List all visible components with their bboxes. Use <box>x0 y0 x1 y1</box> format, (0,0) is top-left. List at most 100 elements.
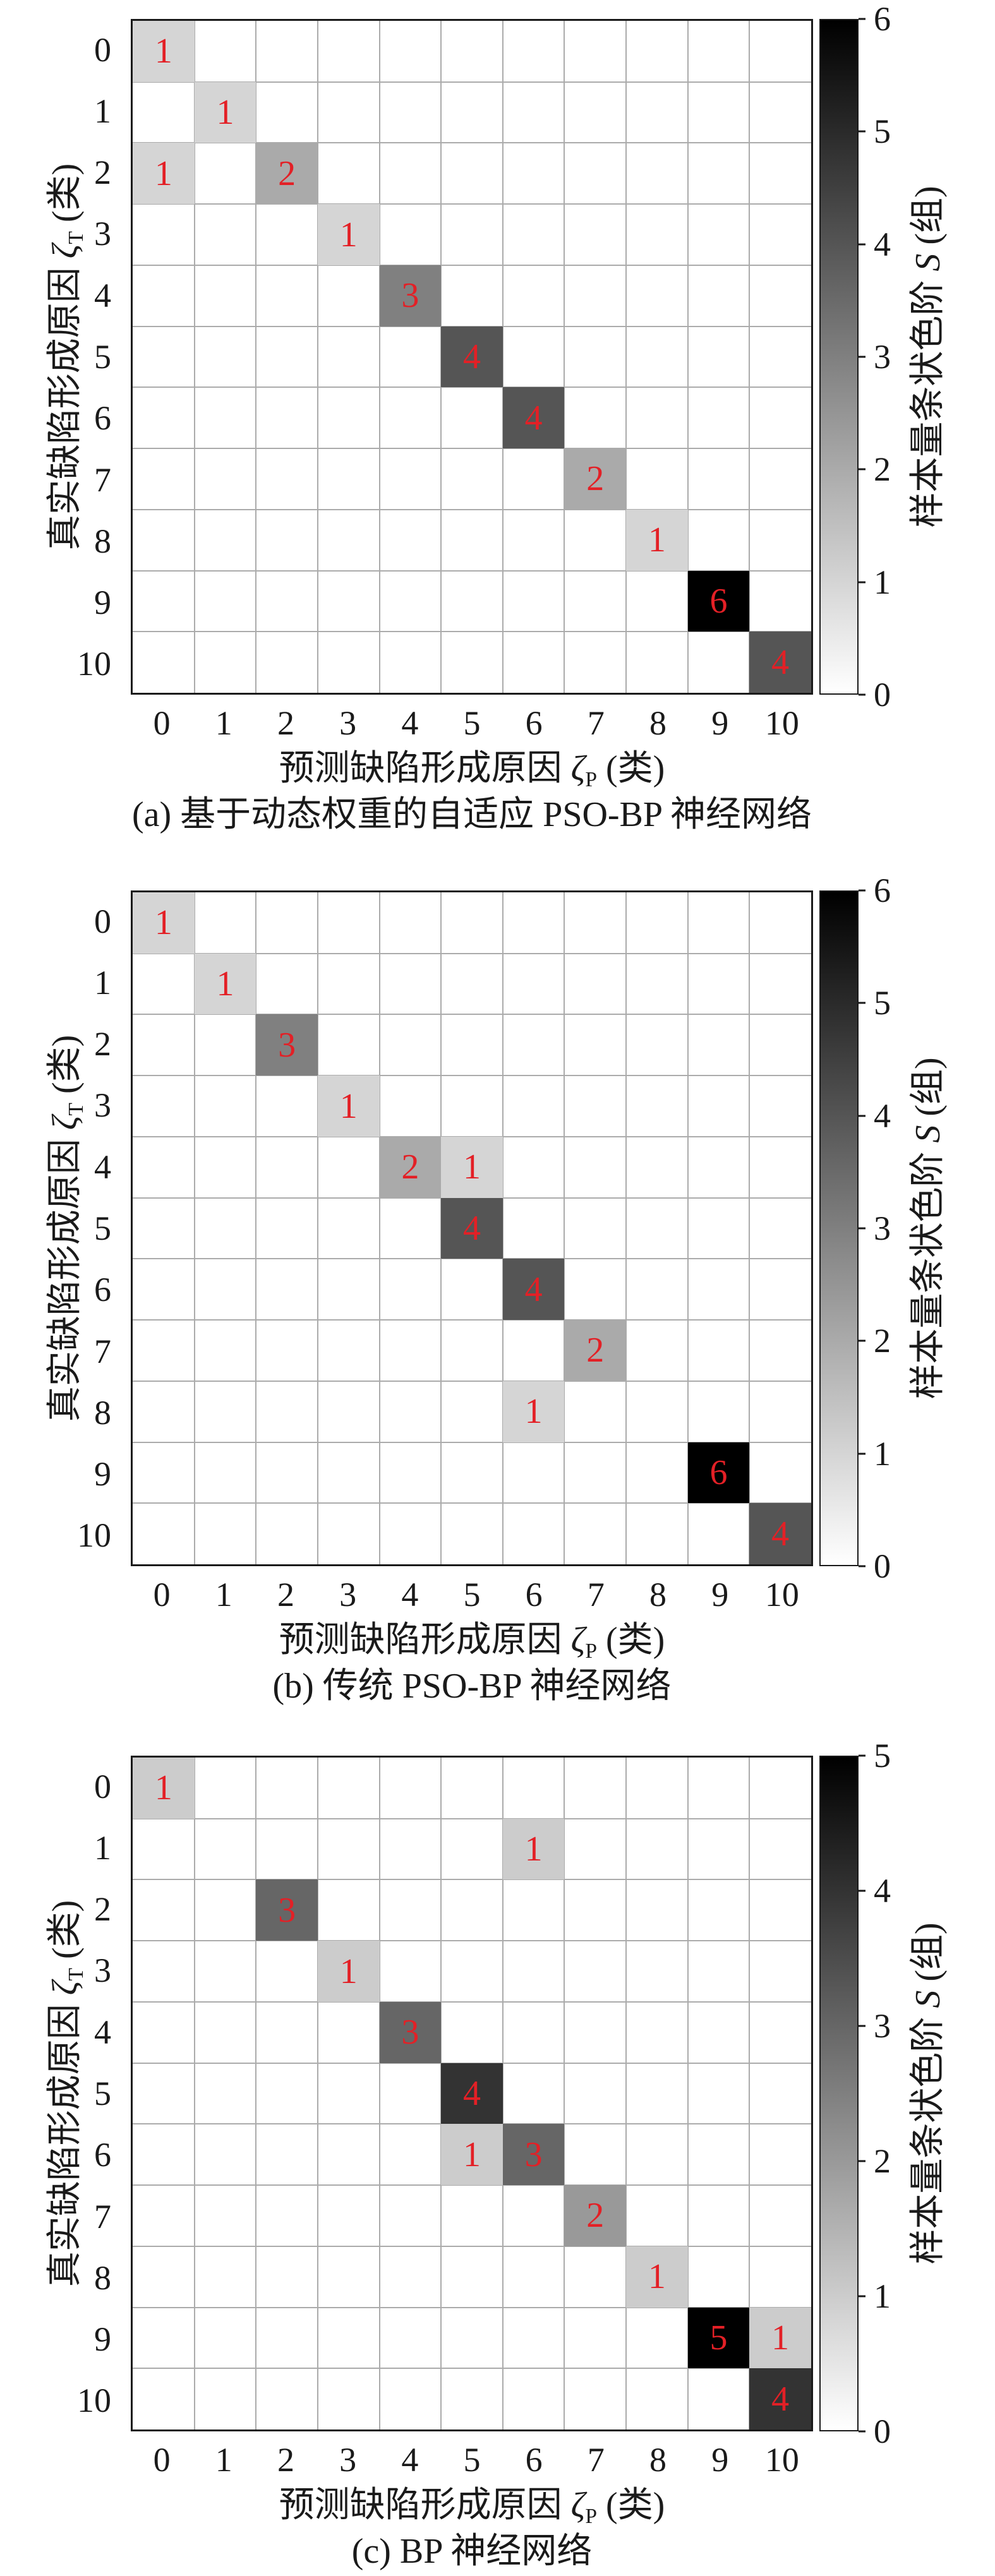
colorbar-tick-label: 0 <box>874 2412 891 2450</box>
x-axis-label-unit: (类) <box>597 749 665 788</box>
colorbar-tick-mark <box>859 130 865 133</box>
s-symbol: S <box>908 1125 948 1143</box>
cell-count-label: 4 <box>771 2379 790 2419</box>
heatmap-cell: 1 <box>502 1818 565 1880</box>
zeta-symbol: ζ <box>570 2486 586 2525</box>
grid-line-vertical <box>749 21 751 693</box>
colorbar-tick-label: 5 <box>874 112 891 151</box>
y-tick-label: 10 <box>77 2381 111 2420</box>
cell-count-label: 1 <box>339 1086 358 1126</box>
colorbar-tick-label: 3 <box>874 2007 891 2045</box>
x-axis-label: 预测缺陷形成原因 ζP (类) <box>131 2483 813 2539</box>
cell-count-label: 1 <box>154 903 172 943</box>
colorbar-tick-label: 2 <box>874 1322 891 1360</box>
x-axis-tick-labels: 0 1 2 3 4 5 6 7 8 9 10 <box>131 2441 813 2479</box>
colorbar: 0 1 2 3 4 5 6 样本量条状色阶 S (组) <box>819 2 990 712</box>
colorbar-tick-mark <box>859 356 865 358</box>
grid-line-horizontal <box>133 2001 811 2003</box>
y-tick-label: 2 <box>94 153 111 192</box>
colorbar-tick-mark <box>859 581 865 584</box>
cell-count-label: 2 <box>278 153 296 193</box>
grid-line-vertical <box>687 1758 689 2429</box>
grid-line-vertical <box>625 21 627 693</box>
colorbar-tick-mark <box>859 1339 865 1342</box>
colorbar-label-unit: (组) <box>908 1922 948 1991</box>
x-axis-label-text: 预测缺陷形成原因 <box>279 2486 571 2525</box>
cell-count-label: 1 <box>216 93 234 133</box>
heatmap-cell: 6 <box>687 1442 750 1504</box>
grid-line-horizontal <box>133 1380 811 1382</box>
zeta-subscript: P <box>585 2505 598 2529</box>
heatmap-cell: 1 <box>317 1075 380 1137</box>
heatmap-cell: 1 <box>317 1941 380 2002</box>
grid-line-horizontal <box>133 1319 811 1321</box>
y-tick-label: 8 <box>94 2258 111 2297</box>
colorbar-label-text: 样本量条状色阶 <box>908 1142 948 1399</box>
x-tick-label: 10 <box>764 704 799 742</box>
x-tick-label: 3 <box>339 1576 357 1614</box>
grid-line-vertical <box>255 1758 257 2429</box>
y-tick-label: 6 <box>94 2136 111 2174</box>
colorbar-tick-mark <box>859 1565 865 1567</box>
heatmap-cell: 2 <box>564 2185 627 2246</box>
colorbar-gradient <box>819 890 859 1566</box>
heatmap-cell: 3 <box>379 265 442 326</box>
colorbar-tick-label: 5 <box>874 984 891 1022</box>
grid-line-vertical <box>317 892 318 1564</box>
grid-line-horizontal <box>133 1818 811 1819</box>
heatmap-cell: 1 <box>133 21 195 82</box>
x-tick-label: 3 <box>339 704 357 742</box>
colorbar-tick-mark <box>859 468 865 470</box>
grid-line-horizontal <box>133 1441 811 1443</box>
y-tick-label: 8 <box>94 1393 111 1432</box>
grid-line-horizontal <box>133 142 811 144</box>
zeta-subscript: P <box>585 1639 598 1663</box>
colorbar-tick-label: 4 <box>874 1872 891 1910</box>
x-axis-tick-labels: 0 1 2 3 4 5 6 7 8 9 10 <box>131 1576 813 1614</box>
grid-line-horizontal <box>133 2184 811 2186</box>
grid-line-horizontal <box>133 570 811 572</box>
heatmap-cell: 1 <box>626 509 688 571</box>
cell-count-label: 3 <box>401 276 419 316</box>
grid-line-vertical <box>502 21 504 693</box>
cell-count-label: 4 <box>524 398 543 438</box>
heatmap-cell: 1 <box>133 143 195 205</box>
colorbar: 0 1 2 3 4 5 样本量条状色阶 S (组) <box>819 1739 990 2448</box>
grid-line-vertical <box>193 21 195 693</box>
y-tick-label: 3 <box>94 215 111 253</box>
heatmap-cell: 2 <box>256 143 318 205</box>
colorbar-tick-label: 6 <box>874 872 891 909</box>
grid-line-vertical <box>502 1758 504 2429</box>
y-tick-label: 5 <box>94 2075 111 2112</box>
grid-line-horizontal <box>133 448 811 450</box>
cell-count-label: 4 <box>771 642 790 682</box>
heatmap-cell: 2 <box>379 1136 442 1198</box>
y-tick-label: 10 <box>77 645 111 683</box>
grid-line-horizontal <box>133 386 811 388</box>
y-tick-label: 1 <box>94 1828 111 1867</box>
colorbar-tick-label: 3 <box>874 1209 891 1247</box>
cell-count-label: 1 <box>462 1147 481 1187</box>
y-tick-label: 6 <box>94 1271 111 1309</box>
panel-caption: (a) 基于动态权重的自适应 PSO-BP 神经网络 <box>132 795 812 834</box>
heatmap-cell: 1 <box>441 1136 503 1198</box>
x-tick-label: 7 <box>587 1576 605 1614</box>
cell-count-label: 6 <box>709 1453 728 1492</box>
cell-count-label: 6 <box>709 581 728 621</box>
grid-line-vertical <box>564 892 565 1564</box>
grid-line-horizontal <box>133 2306 811 2308</box>
colorbar-tick-mark <box>859 243 865 246</box>
colorbar-tick-label: 1 <box>874 563 891 601</box>
heatmap-cell: 1 <box>441 2124 503 2186</box>
y-axis-tick-labels: 0 1 2 3 4 5 6 7 8 9 10 <box>0 890 121 1566</box>
cell-count-label: 2 <box>586 1331 605 1370</box>
x-tick-label: 10 <box>764 2441 799 2479</box>
x-tick-label: 9 <box>711 704 729 742</box>
colorbar-label: 样本量条状色阶 S (组) <box>906 186 950 527</box>
grid-line-vertical <box>193 1758 195 2429</box>
colorbar-tick-label: 2 <box>874 2142 891 2180</box>
heatmap-cell: 4 <box>502 387 565 449</box>
grid-line-horizontal <box>133 203 811 205</box>
y-tick-label: 7 <box>94 1332 111 1370</box>
heatmap-cell: 1 <box>749 2307 811 2369</box>
